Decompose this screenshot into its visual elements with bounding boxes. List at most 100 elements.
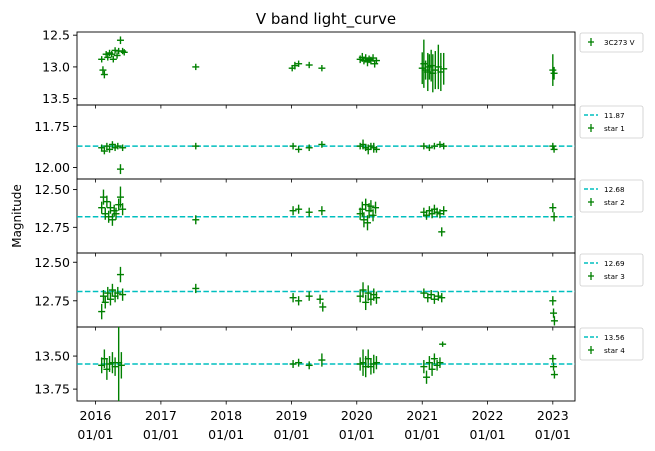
data-point (305, 361, 313, 370)
data-point (438, 293, 446, 303)
data-point (106, 293, 114, 306)
legend-series-label: star 2 (604, 198, 625, 207)
panel-plot-area (77, 327, 575, 401)
data-point (108, 51, 116, 58)
panel-plot-area (77, 186, 575, 237)
data-point (362, 294, 370, 311)
panel-5: 13.50 13.75 13.56 star 4 (34, 326, 644, 405)
data-point (549, 203, 557, 213)
legend-series-label: 3C273 V (604, 38, 635, 47)
data-point (295, 358, 303, 367)
y-tick-label: 13.0 (42, 59, 70, 74)
x-tick-label-date: 01/01 (77, 427, 113, 442)
data-point (289, 142, 297, 150)
data-point (289, 360, 297, 368)
data-point (106, 146, 114, 153)
data-point (116, 36, 124, 45)
x-tick-label-year: 2023 (537, 408, 569, 423)
x-tick-label-date: 01/01 (143, 427, 179, 442)
data-point (430, 294, 438, 304)
data-point (316, 294, 324, 304)
data-point (420, 142, 428, 150)
x-tick-label-date: 01/01 (273, 427, 309, 442)
x-tick-label-date: 01/01 (470, 427, 506, 442)
x-tick-label-year: 2021 (406, 408, 438, 423)
data-point (550, 370, 558, 379)
data-point (119, 288, 127, 301)
legend-reference-label: 12.69 (604, 259, 625, 268)
data-point (289, 206, 297, 216)
x-tick-label-year: 2022 (472, 408, 504, 423)
data-point (418, 52, 426, 85)
y-tick-label: 12.00 (34, 160, 70, 175)
y-tick-label: 13.75 (34, 382, 70, 397)
data-point (372, 146, 380, 153)
data-point (101, 296, 109, 309)
data-point (109, 56, 117, 63)
data-point (116, 186, 124, 208)
data-point (295, 146, 303, 153)
data-point (434, 291, 442, 301)
data-point (427, 49, 435, 82)
panel-plot-area (77, 139, 575, 175)
data-point (305, 61, 313, 69)
panel-plot-area (77, 266, 575, 326)
data-point (98, 56, 106, 63)
data-point (549, 296, 557, 306)
x-axis: 2016 01/01 2017 01/01 2018 01/01 2019 01/01 2020… (77, 408, 570, 442)
panel-1: 12.5 13.0 13.5 3C273 V (42, 28, 644, 109)
data-point (318, 206, 326, 216)
y-tick-label: 13.5 (42, 91, 70, 106)
data-point (295, 296, 303, 306)
legend: 12.68 star 2 (579, 179, 644, 213)
data-point (116, 164, 124, 175)
data-point (112, 207, 120, 220)
data-point (291, 61, 299, 70)
data-point (318, 65, 326, 72)
data-point (192, 142, 200, 150)
data-point (372, 291, 380, 304)
data-point (108, 213, 116, 226)
data-point (436, 357, 444, 368)
data-point (119, 47, 127, 55)
data-point (440, 52, 448, 85)
data-point (440, 142, 448, 150)
x-tick-label-year: 2019 (276, 408, 308, 423)
x-tick-label-year: 2016 (80, 408, 112, 423)
data-point (295, 204, 303, 214)
data-point (423, 370, 431, 384)
legend-reference-label: 13.56 (604, 333, 625, 342)
panel-frame (76, 31, 576, 106)
data-point (369, 209, 377, 222)
data-point (305, 144, 313, 152)
data-point (360, 212, 368, 228)
data-point (98, 303, 106, 320)
data-point (114, 286, 122, 300)
data-point (372, 356, 380, 370)
legend-box (579, 327, 644, 361)
data-point (120, 49, 128, 56)
y-tick-label: 12.75 (34, 293, 70, 308)
x-tick-label-date: 01/01 (339, 427, 375, 442)
data-point (420, 288, 428, 298)
data-point (549, 54, 557, 86)
legend-box (579, 32, 644, 53)
data-point (117, 352, 125, 379)
x-tick-label-date: 01/01 (404, 427, 440, 442)
data-point (318, 353, 326, 367)
data-point (100, 147, 108, 155)
data-point (362, 198, 370, 211)
data-point (420, 360, 428, 374)
data-point (436, 141, 444, 148)
x-tick-label-year: 2017 (145, 408, 177, 423)
data-point (372, 201, 380, 214)
panel-plot-area (98, 36, 558, 93)
data-point (101, 207, 109, 220)
data-point (372, 57, 380, 64)
data-point (550, 362, 558, 371)
y-tick-label: 12.50 (34, 182, 70, 197)
data-point (192, 63, 200, 71)
data-point (100, 70, 108, 79)
data-point (439, 341, 447, 347)
